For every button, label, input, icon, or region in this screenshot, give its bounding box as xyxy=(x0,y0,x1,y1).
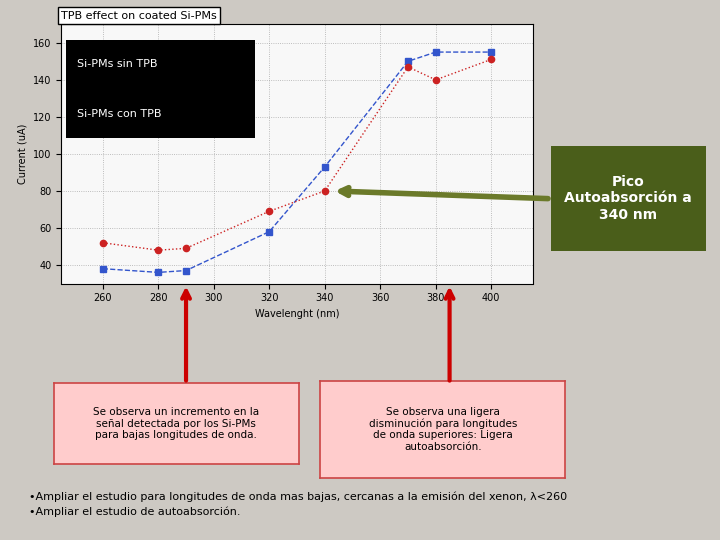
Text: Se observa un incremento en la
señal detectada por los Si-PMs
para bajas longitu: Se observa un incremento en la señal det… xyxy=(94,407,259,441)
Text: TPB effect on coated Si-PMs: TPB effect on coated Si-PMs xyxy=(61,10,217,21)
Text: •Ampliar el estudio de autoabsorción.: •Ampliar el estudio de autoabsorción. xyxy=(29,506,240,517)
Text: •Ampliar el estudio para longitudes de onda mas bajas, cercanas a la emisión del: •Ampliar el estudio para longitudes de o… xyxy=(29,491,567,502)
Y-axis label: Current (uA): Current (uA) xyxy=(17,124,27,184)
X-axis label: Wavelenght (nm): Wavelenght (nm) xyxy=(255,309,339,319)
Text: Se observa una ligera
disminución para longitudes
de onda superiores: Ligera
aut: Se observa una ligera disminución para l… xyxy=(369,407,517,452)
Text: Pico
Autoabsorción a
340 nm: Pico Autoabsorción a 340 nm xyxy=(564,176,692,221)
